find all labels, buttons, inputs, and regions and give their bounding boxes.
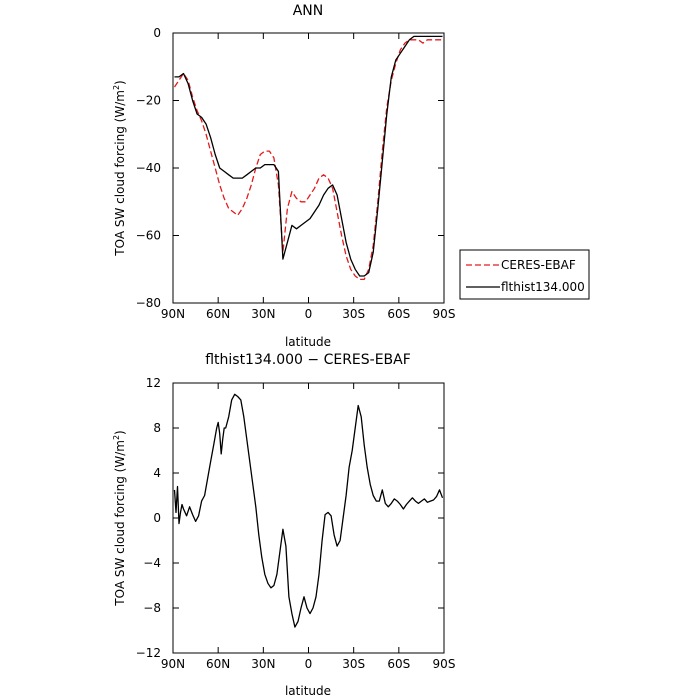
y-tick-label: −80 bbox=[136, 296, 161, 310]
x-tick-label: 60N bbox=[206, 307, 230, 321]
x-tick-label: 90N bbox=[161, 657, 185, 671]
panel-2-x-axis-title: latitude bbox=[285, 684, 331, 698]
y-tick-label: 8 bbox=[153, 421, 161, 435]
series-line-1-0 bbox=[173, 393, 444, 628]
panel-annual-means: ANN 90N 60N 30N 0 30S 60S 90S 0 −20 −40 −60 −80 la… bbox=[112, 3, 590, 349]
panel-1-y-axis-title: TOA SW cloud forcing (W/m2) bbox=[112, 80, 127, 256]
panel-difference: flthist134.000 − CERES-EBAF 90N 60N 30N 0 30… bbox=[112, 352, 455, 698]
panel-1-frame bbox=[172, 32, 445, 304]
y-tick-label: 0 bbox=[153, 26, 161, 40]
x-tick-label: 90S bbox=[433, 657, 456, 671]
y-tick-label: −4 bbox=[143, 556, 161, 570]
legend-label-flthist: flthist134.000 bbox=[501, 280, 585, 294]
y-tick-label: −20 bbox=[136, 94, 161, 108]
panel-1-x-axis: 90N 60N 30N 0 30S 60S 90S bbox=[161, 33, 456, 321]
legend: CERES-EBAF flthist134.000 bbox=[459, 249, 590, 300]
panel-2-frame bbox=[172, 382, 445, 654]
x-tick-label: 30N bbox=[251, 657, 275, 671]
series-line-0-1 bbox=[174, 35, 443, 277]
x-tick-label: 30S bbox=[342, 307, 365, 321]
panel-2-title: flthist134.000 − CERES-EBAF bbox=[205, 352, 411, 368]
panel-2-x-axis: 90N 60N 30N 0 30S 60S 90S bbox=[161, 383, 456, 671]
panel-2-y-axis-title: TOA SW cloud forcing (W/m2) bbox=[112, 430, 127, 606]
y-tick-label: 12 bbox=[146, 376, 161, 390]
x-tick-label: 90S bbox=[433, 307, 456, 321]
x-tick-label: 90N bbox=[161, 307, 185, 321]
y-tick-label: −8 bbox=[143, 601, 161, 615]
x-tick-label: 0 bbox=[305, 657, 313, 671]
y-tick-label: 4 bbox=[153, 466, 161, 480]
x-tick-label: 60S bbox=[387, 307, 410, 321]
y-tick-label: −12 bbox=[136, 646, 161, 660]
panel-1-plot-area bbox=[173, 35, 443, 281]
x-tick-label: 60N bbox=[206, 657, 230, 671]
y-tick-label: −60 bbox=[136, 229, 161, 243]
panel-2-y-axis: 12 8 4 0 −4 −8 −12 bbox=[136, 376, 444, 660]
series-line-0-0 bbox=[173, 39, 443, 281]
y-tick-label: −40 bbox=[136, 161, 161, 175]
x-tick-label: 30N bbox=[251, 307, 275, 321]
panel-1-y-axis: 0 −20 −40 −60 −80 bbox=[136, 26, 444, 310]
legend-box bbox=[459, 249, 590, 300]
panel-1-title: ANN bbox=[293, 3, 324, 19]
panel-2-plot-area bbox=[173, 393, 444, 628]
panel-1-x-axis-title: latitude bbox=[285, 335, 331, 349]
x-tick-label: 60S bbox=[387, 657, 410, 671]
y-tick-label: 0 bbox=[153, 511, 161, 525]
legend-label-ceres-ebaf: CERES-EBAF bbox=[501, 258, 576, 272]
x-tick-label: 0 bbox=[305, 307, 313, 321]
x-tick-label: 30S bbox=[342, 657, 365, 671]
